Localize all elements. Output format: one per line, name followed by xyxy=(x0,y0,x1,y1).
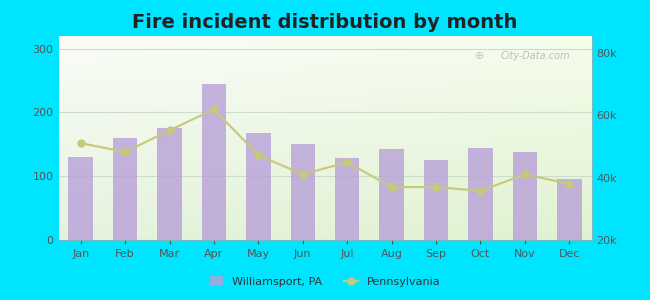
Bar xyxy=(68,157,93,240)
Bar xyxy=(246,133,270,240)
Text: ⊕: ⊕ xyxy=(475,51,484,62)
Bar xyxy=(157,128,182,240)
Bar xyxy=(424,160,448,240)
Title: Fire incident distribution by month: Fire incident distribution by month xyxy=(133,13,517,32)
Bar xyxy=(291,144,315,240)
Bar xyxy=(513,152,537,240)
Bar xyxy=(468,148,493,240)
Text: City-Data.com: City-Data.com xyxy=(501,51,571,62)
Bar xyxy=(380,149,404,240)
Legend: Williamsport, PA, Pennsylvania: Williamsport, PA, Pennsylvania xyxy=(205,272,445,291)
Bar xyxy=(113,138,137,240)
Bar xyxy=(557,179,582,240)
Bar xyxy=(202,84,226,240)
Bar xyxy=(335,158,359,240)
